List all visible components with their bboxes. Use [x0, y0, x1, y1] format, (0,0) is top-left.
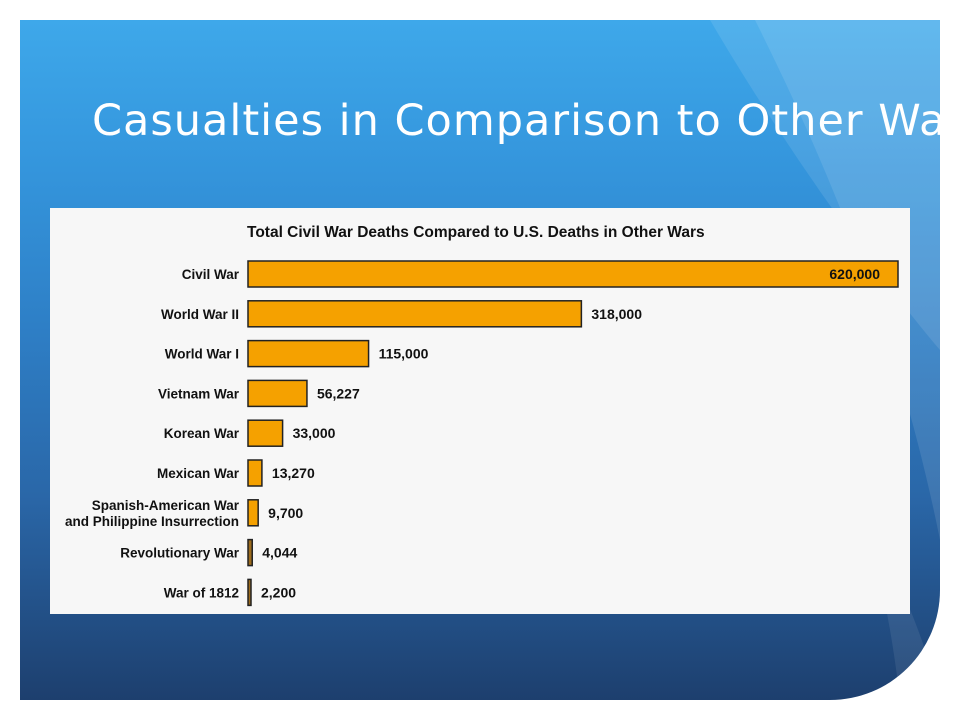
category-label-civil-war: Civil War — [182, 267, 240, 282]
bar-chart: Total Civil War Deaths Compared to U.S. … — [65, 224, 899, 607]
bar-revolutionary-war — [247, 538, 253, 567]
category-label-korean-war: Korean War — [164, 426, 240, 441]
bar-vietnam-war — [247, 379, 308, 408]
bar-world-war-i — [247, 339, 370, 368]
value-label-world-war-i: 115,000 — [379, 346, 429, 362]
chart-panel: Total Civil War Deaths Compared to U.S. … — [50, 208, 910, 614]
value-label-war-of-1812: 2,200 — [261, 584, 296, 600]
bar-war-of-1812 — [247, 578, 252, 607]
category-label-vietnam-war: Vietnam War — [158, 386, 240, 401]
category-label-war-of-1812: War of 1812 — [164, 585, 239, 600]
chart-body: Civil War 620,000 World War II 318,000 World… — [65, 260, 899, 607]
bar-world-war-ii — [247, 300, 583, 328]
value-label-vietnam-war: 56,227 — [317, 385, 360, 401]
value-label-mexican-war: 13,270 — [272, 465, 315, 481]
category-label-mexican-war: Mexican War — [157, 466, 240, 481]
bar-mexican-war — [247, 459, 263, 487]
slide-background: Casualties in Comparison to Other Wars T… — [20, 20, 940, 700]
bar-civil-war — [247, 260, 899, 288]
category-label-revolutionary-war: Revolutionary War — [120, 546, 240, 561]
category-label-world-war-ii: World War II — [161, 307, 239, 322]
value-label-world-war-ii: 318,000 — [591, 306, 642, 322]
value-label-korean-war: 33,000 — [293, 425, 336, 441]
chart-title: Total Civil War Deaths Compared to U.S. … — [247, 224, 705, 241]
category-label-world-war-i: World War I — [165, 347, 239, 362]
bar-spanish-american-war — [247, 499, 259, 527]
value-label-civil-war: 620,000 — [829, 266, 880, 282]
bar-korean-war — [247, 419, 284, 447]
slide-title: Casualties in Comparison to Other Wars — [92, 96, 940, 146]
value-label-revolutionary-war: 4,044 — [262, 545, 297, 561]
category-label-spanish-american-war: Spanish-American War and Philippine Insur… — [65, 498, 240, 529]
value-label-spanish-american-war: 9,700 — [268, 505, 303, 521]
